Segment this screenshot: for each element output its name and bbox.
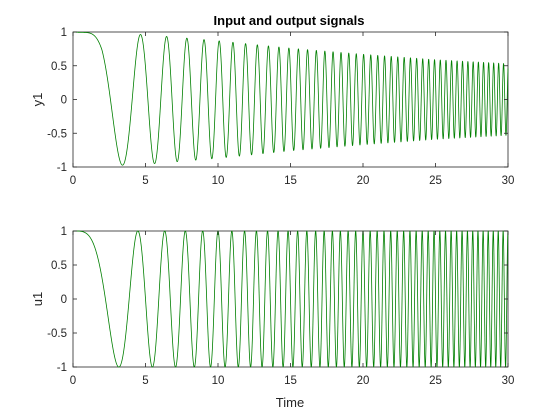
y-tick-label: 0.5 [51, 260, 67, 272]
y-tick-label: 1 [61, 226, 67, 238]
bottom-axes: 0 5 10 15 20 25 30 -1 -0.5 0 0.5 1 u1 Time [30, 226, 514, 410]
y-tick-label: -0.5 [47, 128, 67, 140]
x-tick-label: 5 [142, 175, 148, 187]
x-tick-label: 0 [70, 175, 76, 187]
top-trace-group [72, 31, 509, 166]
chart-title: Input and output signals [214, 13, 365, 28]
bottom-y-axis-label: u1 [30, 292, 45, 306]
y-tick-label: 0 [61, 95, 67, 107]
x-tick-label: 30 [502, 375, 515, 387]
x-axis-label: Time [276, 395, 304, 410]
y-tick-label: 0 [61, 294, 67, 306]
y-tick-label: 1 [61, 27, 67, 39]
bottom-trace-group [72, 230, 509, 368]
x-tick-label: 15 [284, 375, 297, 387]
x-tick-label: 20 [357, 175, 370, 187]
x-tick-label: 5 [142, 375, 148, 387]
y-tick-label: 0.5 [51, 61, 67, 73]
x-tick-label: 25 [429, 375, 442, 387]
top-axes: 0 5 10 15 20 25 30 -1 -0.5 0 0.5 1 y1 [30, 27, 514, 187]
signal-trace [72, 230, 509, 368]
y-tick-label: -0.5 [47, 328, 67, 340]
x-tick-label: 10 [212, 375, 225, 387]
x-tick-label: 25 [429, 175, 442, 187]
top-y-axis-label: y1 [30, 93, 45, 107]
top-ticks: 0 5 10 15 20 25 30 -1 -0.5 0 0.5 1 [47, 27, 514, 187]
x-tick-label: 15 [284, 175, 297, 187]
x-tick-label: 20 [357, 375, 370, 387]
x-tick-label: 10 [212, 175, 225, 187]
x-tick-label: 30 [502, 175, 515, 187]
signal-trace [72, 31, 509, 166]
y-tick-label: -1 [57, 362, 67, 374]
bottom-ticks: 0 5 10 15 20 25 30 -1 -0.5 0 0.5 1 [47, 226, 514, 387]
x-tick-label: 0 [70, 375, 76, 387]
y-tick-label: -1 [57, 162, 67, 174]
top-plot-area [72, 31, 509, 168]
